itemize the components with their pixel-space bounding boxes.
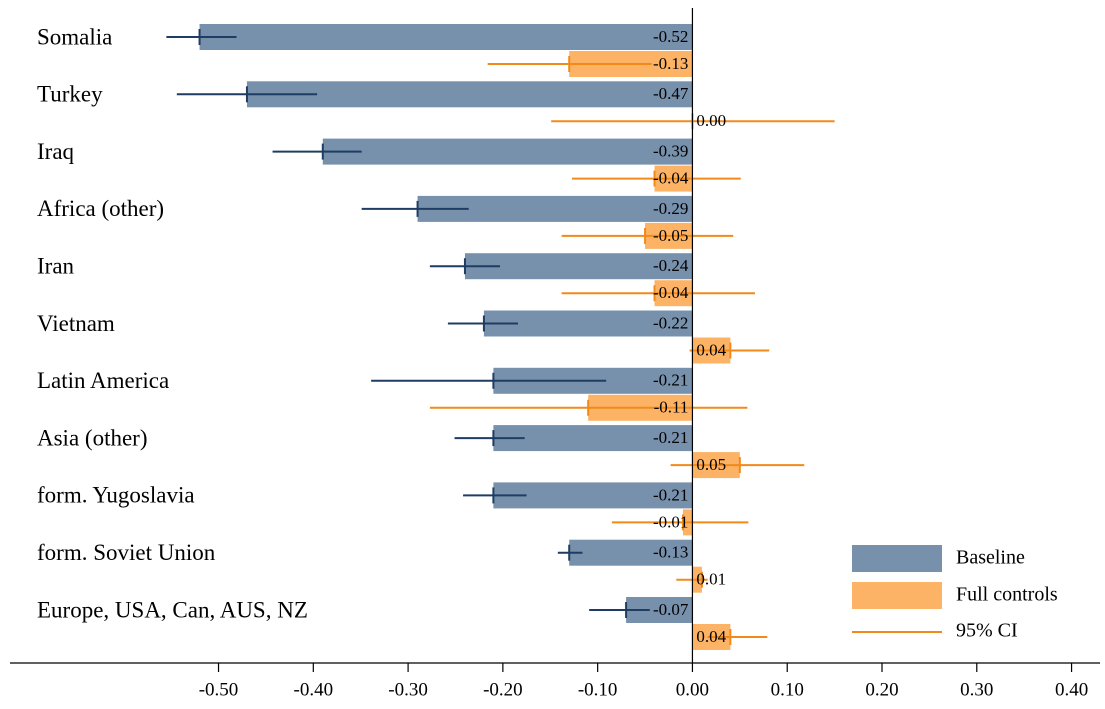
- category-label: Turkey: [37, 82, 103, 107]
- value-label: -0.21: [653, 485, 688, 504]
- value-label: -0.22: [653, 313, 688, 332]
- category-label: form. Yugoslavia: [37, 483, 195, 508]
- category-label: Europe, USA, Can, AUS, NZ: [37, 597, 308, 622]
- value-label: -0.21: [653, 428, 688, 447]
- category-label: Asia (other): [37, 425, 148, 450]
- category-label: Somalia: [37, 24, 112, 49]
- bar: [493, 425, 693, 452]
- value-label: -0.05: [653, 226, 688, 245]
- legend-label: 95% CI: [956, 620, 1018, 642]
- x-tick-label: 0.20: [865, 679, 898, 700]
- bar: [246, 81, 693, 108]
- legend-swatch: [852, 545, 942, 572]
- legend-label: Full controls: [956, 584, 1058, 606]
- category-label: Latin America: [37, 368, 169, 393]
- x-tick-label: 0.30: [960, 679, 993, 700]
- bar: [569, 539, 693, 566]
- category-label: Iran: [37, 253, 75, 278]
- value-label: 0.04: [696, 340, 726, 359]
- category-label: Vietnam: [37, 311, 115, 336]
- bar: [199, 24, 693, 50]
- value-label: 0.01: [696, 570, 726, 589]
- x-tick-label: -0.50: [199, 679, 239, 700]
- value-label: -0.13: [653, 54, 688, 73]
- value-label: -0.47: [653, 84, 689, 103]
- bar: [464, 253, 693, 280]
- value-label: -0.11: [654, 398, 689, 417]
- value-label: 0.04: [696, 627, 726, 646]
- x-tick-label: -0.10: [578, 679, 618, 700]
- x-tick-label: 0.00: [676, 679, 709, 700]
- value-label: 0.05: [696, 455, 726, 474]
- bar: [322, 138, 693, 165]
- value-label: -0.04: [653, 283, 689, 302]
- legend-label: Baseline: [956, 547, 1025, 569]
- x-tick-label: -0.20: [483, 679, 523, 700]
- value-label: -0.52: [653, 27, 688, 46]
- x-tick-label: -0.40: [294, 679, 334, 700]
- value-label: -0.01: [653, 512, 688, 531]
- x-tick-label: 0.10: [771, 679, 804, 700]
- value-label: -0.29: [653, 199, 688, 218]
- x-tick-label: -0.30: [388, 679, 428, 700]
- value-label: -0.07: [653, 600, 689, 619]
- bar: [483, 310, 693, 337]
- category-label: Africa (other): [37, 196, 164, 221]
- value-label: -0.13: [653, 543, 688, 562]
- category-label: Iraq: [37, 139, 75, 164]
- value-label: -0.04: [653, 169, 689, 188]
- value-label: 0.00: [696, 111, 726, 130]
- value-label: -0.24: [653, 256, 689, 275]
- value-label: -0.21: [653, 371, 688, 390]
- category-label: form. Soviet Union: [37, 540, 216, 565]
- legend-swatch: [852, 582, 942, 609]
- value-label: -0.39: [653, 142, 688, 161]
- x-tick-label: 0.40: [1055, 679, 1088, 700]
